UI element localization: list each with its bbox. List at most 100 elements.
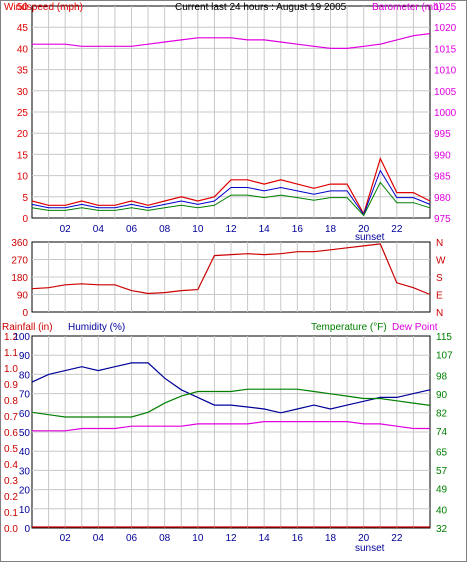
x-tick: 18	[325, 224, 337, 235]
temperature-line	[31, 388, 431, 418]
wind-barometer-x-tick-labels: 02 04 06 08 10 12 14 16 18 20 22	[60, 224, 403, 235]
x-tick: 10	[192, 224, 204, 235]
rainfall-tick: 0.4	[4, 460, 18, 471]
humidity-tick: 0	[24, 524, 30, 535]
x-tick: 16	[292, 224, 304, 235]
rainfall-tick-labels: 0.0 0.1 0.2 0.3 0.4 0.5 0.6 0.7 0.8 0.9 1.0 1.1 1.2	[4, 332, 18, 535]
x-tick: 12	[225, 224, 237, 235]
humidity-tick: 10	[19, 505, 31, 516]
humidity-axis-label: Humidity (%)	[68, 322, 125, 333]
rainfall-tick: 0.1	[4, 508, 18, 519]
temperature-tick: 90	[436, 390, 448, 401]
wind-direction-series	[31, 243, 431, 296]
humidity-tick: 30	[19, 466, 31, 477]
wind-direction-line	[31, 243, 431, 296]
wind-direction-tick-labels: 0 90 180 270 360	[11, 238, 28, 319]
x-tick: 06	[126, 224, 138, 235]
temperature-tick: 98	[436, 371, 448, 382]
humidity-tick: 60	[19, 409, 31, 420]
x-tick: 12	[225, 533, 237, 544]
windspeed-tick: 10	[17, 172, 29, 183]
wind-barometer-grid	[32, 6, 430, 218]
chart-title: Current last 24 hours : August 19 2005	[175, 2, 347, 13]
humidity-tick: 40	[19, 447, 31, 458]
direction-tick: 90	[17, 291, 29, 302]
humidity-tick: 80	[19, 370, 31, 381]
direction-tick: 180	[11, 273, 28, 284]
temperature-tick: 40	[436, 505, 448, 516]
barometer-tick: 1010	[434, 66, 457, 77]
wind-green-line	[31, 181, 431, 217]
wind-direction-grid	[32, 242, 430, 312]
windspeed-axis-label: Windspeed (mph)	[4, 2, 83, 13]
x-tick: 14	[259, 533, 271, 544]
rainfall-tick: 0.9	[4, 380, 18, 391]
windspeed-tick: 50	[17, 2, 29, 13]
barometer-tick: 1025	[434, 2, 457, 13]
rainfall-tick: 0.8	[4, 396, 18, 407]
rainfall-tick: 1.0	[4, 364, 18, 375]
x-tick: 22	[391, 224, 403, 235]
humidity-line	[31, 362, 431, 414]
temperature-tick: 65	[436, 448, 448, 459]
x-tick: 14	[259, 224, 271, 235]
rainfall-tick: 0.3	[4, 476, 18, 487]
x-tick: 16	[292, 533, 304, 544]
x-tick: 06	[126, 533, 138, 544]
x-tick: 08	[159, 533, 171, 544]
windspeed-tick: 15	[17, 150, 29, 161]
compass-tick: E	[436, 291, 443, 302]
x-tick: 04	[93, 533, 105, 544]
rainfall-tick: 0.0	[4, 524, 18, 535]
barometer-axis-label: Barometer (mb)	[372, 2, 442, 13]
barometer-tick: 980	[434, 193, 451, 204]
barometer-tick: 1015	[434, 44, 457, 55]
humidity-tick: 90	[19, 351, 31, 362]
barometer-tick: 975	[434, 214, 451, 225]
temperature-tick: 49	[436, 485, 448, 496]
windspeed-tick: 0	[22, 214, 28, 225]
humidity-tick: 70	[19, 390, 31, 401]
barometer-tick: 1020	[434, 23, 457, 34]
humidity-tick-labels: 0 10 20 30 40 50 60 70 80 90 100	[13, 332, 30, 535]
dewpoint-axis-label: Dew Point	[392, 322, 438, 333]
humidity-temperature-series	[31, 362, 431, 528]
windspeed-tick: 45	[17, 23, 29, 34]
windspeed-tick: 40	[17, 44, 29, 55]
compass-tick: W	[436, 256, 446, 267]
direction-tick: 360	[11, 238, 28, 249]
windspeed-tick: 35	[17, 66, 29, 77]
temperature-tick: 57	[436, 466, 448, 477]
wind-barometer-series	[31, 33, 431, 217]
rainfall-axis-label: Rainfall (in)	[2, 322, 53, 333]
windspeed-tick: 25	[17, 108, 29, 119]
x-tick: 20	[358, 533, 370, 544]
x-tick: 10	[192, 533, 204, 544]
x-tick: 22	[391, 533, 403, 544]
barometer-tick: 1000	[434, 108, 457, 119]
humidity-tick: 100	[13, 332, 30, 343]
barometer-tick-labels: 975 980 985 990 995 1000 1005 1010 1015 1020 1025	[434, 2, 457, 225]
humidity-tick: 50	[19, 428, 31, 439]
rainfall-tick: 0.7	[4, 412, 18, 423]
rainfall-tick: 0.6	[4, 428, 18, 439]
windspeed-tick: 20	[17, 129, 29, 140]
temperature-tick-labels: 32 40 49 57 65 74 82 90 98 107 115	[436, 332, 453, 535]
barometer-tick: 995	[434, 129, 451, 140]
temperature-tick: 74	[436, 427, 448, 438]
temperature-tick: 32	[436, 524, 448, 535]
dewpoint-line	[32, 421, 430, 432]
humidity-tick: 20	[19, 486, 31, 497]
humidity-temperature-x-tick-labels: 02 04 06 08 10 12 14 16 18 20 22	[60, 533, 403, 544]
rainfall-tick: 0.2	[4, 492, 18, 503]
temperature-axis-label: Temperature (°F)	[311, 322, 387, 333]
x-tick: 04	[93, 224, 105, 235]
compass-tick: N	[436, 308, 443, 319]
temperature-tick: 82	[436, 408, 448, 419]
compass-tick: S	[436, 273, 443, 284]
temperature-tick: 107	[436, 351, 453, 362]
x-tick: 02	[60, 224, 72, 235]
compass-tick: N	[436, 238, 443, 249]
